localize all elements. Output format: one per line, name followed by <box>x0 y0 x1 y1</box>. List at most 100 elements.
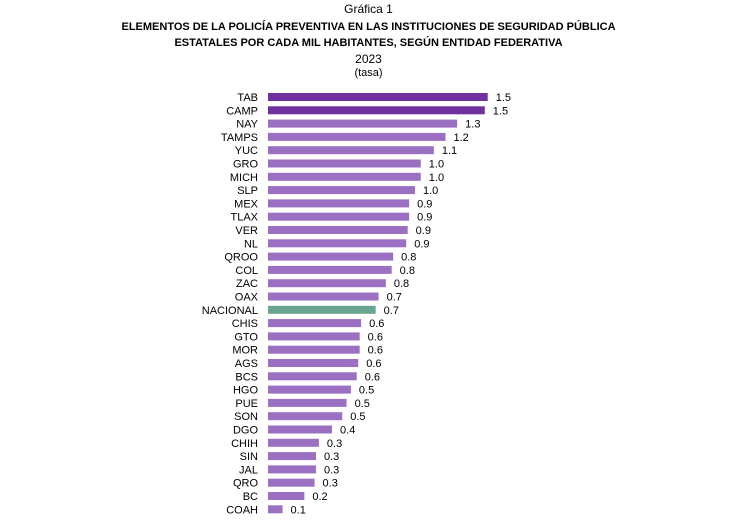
category-label: AGS <box>235 358 258 370</box>
category-label: MEX <box>234 198 259 210</box>
value-label: 1.0 <box>429 159 444 171</box>
value-label: 0.8 <box>394 278 409 290</box>
category-label: COL <box>235 265 258 277</box>
bar-bcs <box>268 372 357 381</box>
value-label: 1.3 <box>465 119 480 131</box>
category-label: CHIS <box>232 318 258 330</box>
category-label: QROO <box>224 252 258 264</box>
value-label: 0.6 <box>368 345 383 357</box>
value-label: 0.8 <box>401 252 416 264</box>
value-label: 0.3 <box>327 438 342 450</box>
category-label: SON <box>234 411 258 423</box>
category-label: COAH <box>226 504 258 516</box>
category-label: TLAX <box>230 212 258 224</box>
category-label: SLP <box>237 185 258 197</box>
bar-jal <box>268 465 317 474</box>
category-label: PUE <box>235 398 258 410</box>
bar-mor <box>268 345 360 354</box>
category-label: GTO <box>234 331 258 343</box>
bar-nay <box>268 119 458 128</box>
category-label: GRO <box>233 159 259 171</box>
category-label: CAMP <box>226 105 258 117</box>
category-label: QRO <box>233 478 259 490</box>
category-label: CHIH <box>231 438 258 450</box>
category-label: BC <box>243 491 258 503</box>
value-label: 0.6 <box>369 318 384 330</box>
bar-yuc <box>268 146 434 155</box>
category-label: OAX <box>235 292 259 304</box>
category-label: NAY <box>236 119 258 131</box>
value-label: 1.2 <box>454 132 469 144</box>
value-label: 0.2 <box>312 491 327 503</box>
value-label: 0.6 <box>365 371 380 383</box>
bar-pue <box>268 398 347 407</box>
bar-mich <box>268 172 421 181</box>
bar-chih <box>268 438 319 447</box>
bar-zac <box>268 279 386 288</box>
category-label: SIN <box>240 451 258 463</box>
figure-label: Gráfica 1 <box>344 2 393 16</box>
value-label: 0.5 <box>359 385 374 397</box>
category-label: DGO <box>233 425 259 437</box>
value-label: 0.3 <box>324 464 339 476</box>
bar-gro <box>268 159 421 168</box>
chart-title-line-1: ELEMENTOS DE LA POLICÍA PREVENTIVA EN LA… <box>121 21 616 33</box>
value-label: 1.1 <box>442 145 457 157</box>
category-label: BCS <box>235 371 258 383</box>
bar-gto <box>268 332 360 341</box>
bar-nacional <box>268 305 376 314</box>
value-label: 0.7 <box>387 292 402 304</box>
value-label: 0.6 <box>368 331 383 343</box>
category-label: TAB <box>237 92 258 104</box>
category-label: NL <box>244 238 258 250</box>
value-label: 0.9 <box>416 225 431 237</box>
bar-slp <box>268 186 415 195</box>
value-label: 0.5 <box>350 411 365 423</box>
category-label: JAL <box>239 464 258 476</box>
value-label: 1.5 <box>493 105 508 117</box>
chart-year: 2023 <box>355 52 382 66</box>
bar-ags <box>268 359 359 367</box>
value-label: 0.3 <box>323 478 338 490</box>
value-label: 1.0 <box>429 172 444 184</box>
category-label: VER <box>235 225 258 237</box>
bar-tab <box>268 93 488 101</box>
bar-camp <box>268 106 485 115</box>
bar-col <box>268 265 392 274</box>
category-label: MOR <box>232 345 258 357</box>
value-label: 0.3 <box>324 451 339 463</box>
value-label: 1.5 <box>496 92 511 104</box>
value-label: 0.1 <box>291 504 306 516</box>
bar-coah <box>268 505 283 514</box>
bar-bc <box>268 492 305 500</box>
bar-son <box>268 412 343 421</box>
bar-qroo <box>268 252 394 261</box>
value-label: 1.0 <box>423 185 438 197</box>
category-label: MICH <box>230 172 258 184</box>
category-label: NACIONAL <box>202 305 258 317</box>
category-label: TAMPS <box>221 132 258 144</box>
chart-title-line-2: ESTATALES POR CADA MIL HABITANTES, SEGÚN… <box>174 37 563 49</box>
bar-tamps <box>268 132 446 141</box>
value-label: 0.4 <box>340 425 355 437</box>
bar-qro <box>268 478 315 487</box>
bar-oax <box>268 292 379 301</box>
value-label: 0.9 <box>417 212 432 224</box>
value-label: 0.6 <box>366 358 381 370</box>
category-label: HGO <box>233 385 259 397</box>
bar-sin <box>268 452 317 461</box>
category-label: YUC <box>235 145 258 157</box>
bar-chis <box>268 319 362 328</box>
bar-ver <box>268 226 408 234</box>
value-label: 0.7 <box>384 305 399 317</box>
value-label: 0.8 <box>400 265 415 277</box>
bar-nl <box>268 239 407 248</box>
bar-mex <box>268 199 410 208</box>
bar-tlax <box>268 212 410 221</box>
value-label: 0.9 <box>414 238 429 250</box>
value-label: 0.9 <box>417 198 432 210</box>
category-label: ZAC <box>236 278 258 290</box>
value-label: 0.5 <box>355 398 370 410</box>
bar-dgo <box>268 425 333 434</box>
